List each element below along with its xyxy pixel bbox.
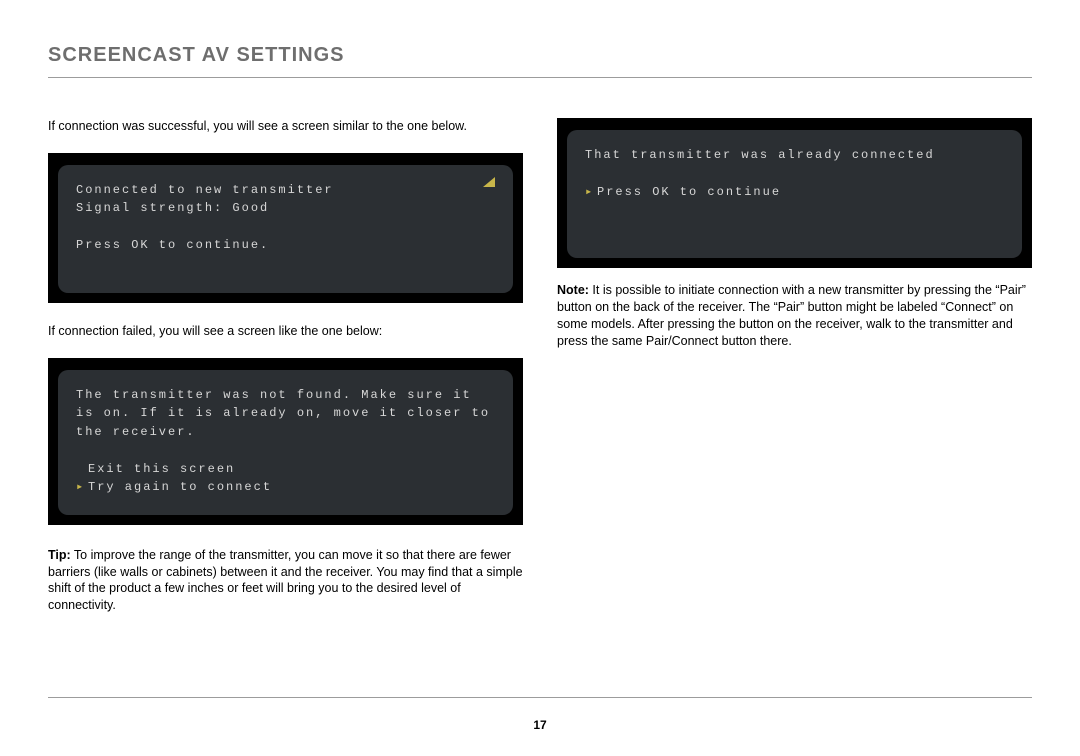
note-paragraph: Note: It is possible to initiate connect… xyxy=(557,282,1032,350)
page-number: 17 xyxy=(0,718,1080,732)
screenshot-not-found: The transmitter was not found. Make sure… xyxy=(48,358,523,525)
option-label: Try again to connect xyxy=(88,480,272,494)
intro-text: If connection was successful, you will s… xyxy=(48,118,523,135)
right-column: That transmitter was already connected ▸… xyxy=(557,118,1032,614)
two-column-layout: If connection was successful, you will s… xyxy=(48,118,1032,614)
screenshot-option-selected: ▸Press OK to continue xyxy=(585,183,1004,202)
selection-arrow-icon: ▸ xyxy=(585,183,597,202)
screenshot-connected: Connected to new transmitter Signal stre… xyxy=(48,153,523,303)
option-label: Press OK to continue xyxy=(597,185,781,199)
caption-failed: If connection failed, you will see a scr… xyxy=(48,323,523,340)
divider-bottom xyxy=(48,697,1032,698)
tip-body: To improve the range of the transmitter,… xyxy=(48,548,523,613)
screenshot-line: The transmitter was not found. Make sure… xyxy=(76,386,495,405)
screenshot-line: That transmitter was already connected xyxy=(585,146,1004,165)
option-label: Exit this screen xyxy=(88,462,235,476)
screenshot-option: Exit this screen xyxy=(76,460,495,479)
selection-arrow-icon: ▸ xyxy=(76,478,88,497)
page-title: SCREENCAST AV SETTINGS xyxy=(48,44,1032,67)
screenshot-line: the receiver. xyxy=(76,423,495,442)
note-label: Note: xyxy=(557,283,589,297)
note-body: It is possible to initiate connection wi… xyxy=(557,283,1026,348)
manual-page: SCREENCAST AV SETTINGS If connection was… xyxy=(0,0,1080,756)
tip-paragraph: Tip: To improve the range of the transmi… xyxy=(48,547,523,615)
screenshot-line: Press OK to continue. xyxy=(76,236,495,255)
screenshot-line: Signal strength: Good xyxy=(76,199,495,218)
screenshot-line: is on. If it is already on, move it clos… xyxy=(76,404,495,423)
divider-top xyxy=(48,77,1032,78)
tip-label: Tip: xyxy=(48,548,71,562)
screenshot-line: Connected to new transmitter xyxy=(76,181,495,200)
screenshot-option-selected: ▸Try again to connect xyxy=(76,478,495,497)
left-column: If connection was successful, you will s… xyxy=(48,118,523,614)
screenshot-already-connected: That transmitter was already connected ▸… xyxy=(557,118,1032,268)
signal-strength-icon xyxy=(483,177,495,187)
